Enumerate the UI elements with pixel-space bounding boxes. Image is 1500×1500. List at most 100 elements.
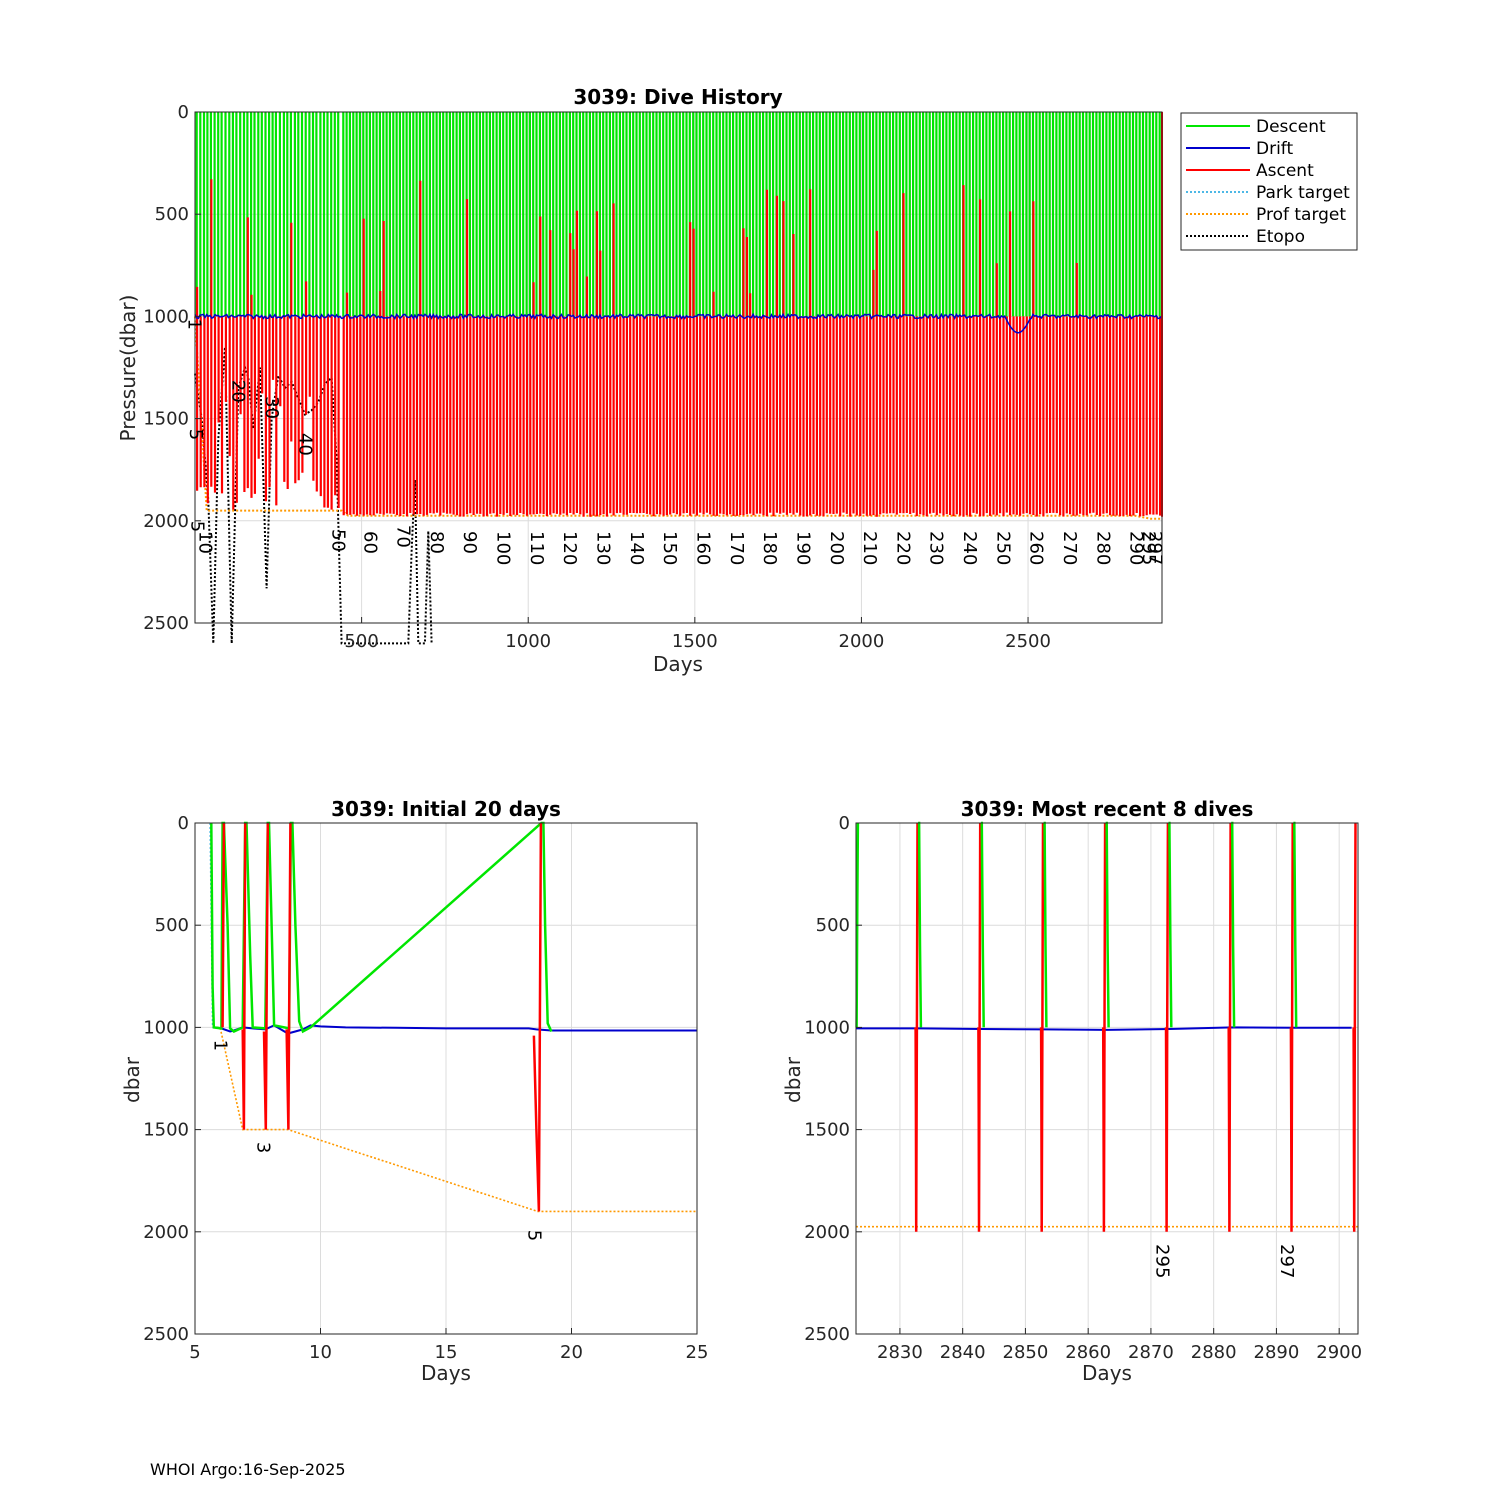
initial-20-days-ylabel: dbar [120, 1056, 144, 1103]
legend-descent-label: Descent [1256, 117, 1326, 137]
dive-history-xtick-label: 500 [344, 631, 378, 652]
dive-number-label: 130 [593, 531, 614, 565]
ascent-line [1352, 822, 1357, 1232]
dive-number-label: 120 [559, 531, 580, 565]
ascent-strokes [196, 179, 1162, 517]
ascent-line [241, 822, 247, 1130]
dive-number-label: 160 [692, 531, 713, 565]
dive-number-label: 1 [183, 318, 204, 329]
recent-dives-xtick-label: 2850 [1003, 1342, 1049, 1363]
dive-number-label: 180 [759, 531, 780, 565]
dive-history-panel: 500 1000 1500 2000 250005001000150020002500 … [116, 85, 1166, 676]
recent-dives-ytick-label: 500 [816, 915, 850, 936]
dive-history-ytick-label: 2500 [143, 613, 189, 634]
initial-20-days-ytick-label: 2000 [143, 1222, 189, 1243]
dive-history-ylabel: Pressure(dbar) [116, 295, 140, 442]
dive-history-ytick-label: 500 [155, 204, 189, 225]
dive-number-label: 250 [992, 531, 1013, 565]
dive-number-label: 40 [294, 433, 315, 456]
ascent-line [1101, 822, 1107, 1232]
dive-number-label: 280 [1092, 531, 1113, 565]
ascent-line [1227, 822, 1232, 1232]
recent-dives-xtick-label: 2900 [1316, 1342, 1362, 1363]
dive-number-label: 140 [626, 531, 647, 565]
legend-etopo-label: Etopo [1256, 227, 1305, 247]
ascent-line [914, 822, 919, 1232]
legend-park-label: Park target [1256, 183, 1350, 203]
initial-20-days-xtick-label: 15 [435, 1342, 458, 1363]
initial-20-days-title: 3039: Initial 20 days [331, 797, 561, 821]
ascent-line [1289, 822, 1294, 1232]
dive-number-label: 210 [859, 531, 880, 565]
dive-history-xtick-label: 2000 [839, 631, 885, 652]
legend: Descent Drift Ascent Park target Prof ta… [1180, 112, 1358, 251]
dive-number-label: 150 [659, 531, 680, 565]
legend-ascent-label: Ascent [1256, 161, 1314, 181]
initial-20-days-xtick-label: 20 [560, 1342, 583, 1363]
recent-dives-ytick-label: 1500 [804, 1120, 850, 1141]
recent-dives-xtick-label: 2830 [877, 1342, 923, 1363]
recent-dives-ytick-label: 0 [839, 813, 850, 834]
ascent-line [977, 822, 982, 1232]
legend-prof-label: Prof target [1256, 205, 1346, 225]
ascent-line [221, 822, 226, 1028]
dive-number-label: 230 [926, 531, 947, 565]
dive-number-label: 80 [426, 531, 447, 554]
dive-number-label: 240 [959, 531, 980, 565]
ascent-line [262, 822, 270, 1130]
recent-dives-xtick-label: 2870 [1128, 1342, 1174, 1363]
initial-20-days-xtick-label: 5 [189, 1342, 200, 1363]
dive-number-label: 3 [252, 1142, 273, 1153]
initial-20-days-xtick-label: 10 [309, 1342, 332, 1363]
initial-20-days-xlabel: Days [421, 1361, 471, 1385]
dive-number-label: 30 [261, 396, 282, 419]
initial-20-days-xtick-label: 25 [686, 1342, 709, 1363]
dive-history-ytick-label: 1500 [143, 409, 189, 430]
dive-history-xtick-label: 2500 [1005, 631, 1051, 652]
dive-number-label: 295 [1138, 531, 1159, 565]
dive-number-label: 70 [393, 525, 414, 548]
recent-dives-xtick-label: 2880 [1191, 1342, 1237, 1363]
ascent-line [532, 822, 543, 1212]
recent-dives-ylabel: dbar [781, 1056, 805, 1103]
drift-line [856, 1026, 1352, 1031]
dive-number-label: 100 [493, 531, 514, 565]
recent-dives-panel: 2830 2840 2850 2860 2870 2880 2890 2900 0 500 1000… [781, 797, 1362, 1385]
drift-line [194, 312, 1162, 334]
initial-20-days-panel: 5 10 15 20 25 0 500 1000 1500 2000 2500 1 3 5 3039: … [120, 797, 708, 1385]
recent-dives-ytick-label: 2500 [804, 1324, 850, 1345]
initial-20-days-ytick-label: 1500 [143, 1120, 189, 1141]
dive-number-label: 220 [892, 531, 913, 565]
dive-history-xtick-label: 1000 [505, 631, 551, 652]
initial-20-days-ytick-label: 500 [155, 915, 189, 936]
dive-number-label: 60 [359, 531, 380, 554]
dive-number-label: 200 [826, 531, 847, 565]
initial-20-days-ytick-label: 1000 [143, 1017, 189, 1038]
dive-number-label: 50 [328, 529, 349, 552]
legend-drift-label: Drift [1256, 139, 1293, 159]
dive-number-label: 90 [459, 531, 480, 554]
dive-number-label: 20 [228, 380, 249, 403]
dive-history-xlabel: Days [653, 652, 703, 676]
ascent-line [1039, 822, 1045, 1232]
recent-dives-xtick-label: 2840 [940, 1342, 986, 1363]
footer-credit: WHOI Argo:16-Sep-2025 [150, 1460, 346, 1479]
dive-number-label: 10 [194, 531, 215, 554]
dive-history-ytick-label: 1000 [143, 306, 189, 327]
dive-number-label: 297 [1276, 1244, 1297, 1278]
dive-number-label: 5 [186, 521, 207, 532]
recent-dives-xlabel: Days [1082, 1361, 1132, 1385]
dive-number-label: 170 [726, 531, 747, 565]
dive-history-xtick-label: 1500 [672, 631, 718, 652]
recent-dives-ytick-label: 2000 [804, 1222, 850, 1243]
recent-dives-ytick-label: 1000 [804, 1017, 850, 1038]
recent-dives-xtick-label: 2860 [1065, 1342, 1111, 1363]
recent-dives-title: 3039: Most recent 8 dives [961, 797, 1254, 821]
dive-history-ytick-label: 2000 [143, 511, 189, 532]
ascent-line [1164, 822, 1170, 1232]
dive-number-label: 190 [792, 531, 813, 565]
dive-number-label: 295 [1152, 1244, 1173, 1278]
dive-number-label: 270 [1059, 531, 1080, 565]
dive-number-label: 297 [1145, 531, 1166, 565]
